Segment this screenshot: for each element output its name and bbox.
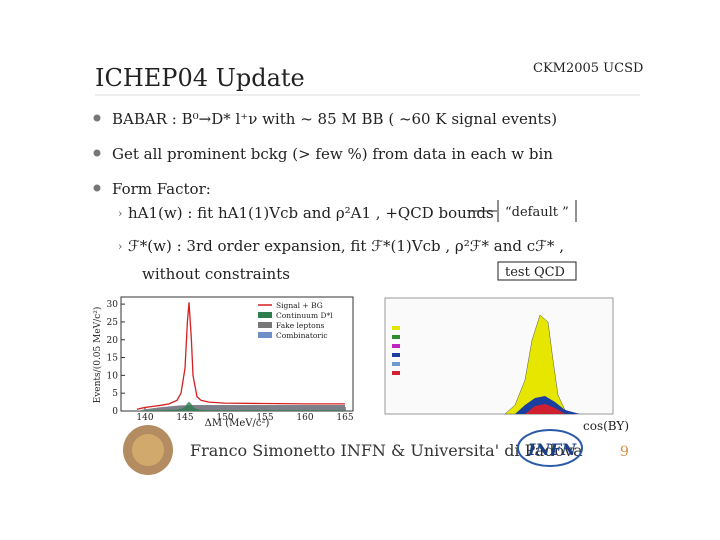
x-tick-label: 155 xyxy=(256,413,273,423)
legend-swatch xyxy=(258,312,272,318)
box xyxy=(497,261,577,281)
y-tick-label: 20 xyxy=(107,336,119,346)
area xyxy=(137,401,345,411)
sub-bullet: › xyxy=(118,207,122,220)
sub-bullet: › xyxy=(118,240,122,253)
y-tick-label: 15 xyxy=(107,354,119,364)
plot-frame xyxy=(384,297,614,415)
x-tick-label: 150 xyxy=(216,413,233,423)
bullet-text: Form Factor: xyxy=(112,180,211,198)
bullet xyxy=(93,114,101,122)
legend-swatch xyxy=(258,332,272,338)
legend-swatch xyxy=(392,335,400,339)
legend-label: Continuum D*l xyxy=(276,311,333,320)
x-tick-label: 165 xyxy=(336,413,353,423)
footer-author: Franco Simonetto INFN & Universita' di P… xyxy=(190,441,583,460)
bullet xyxy=(93,149,101,157)
box-label: “default ” xyxy=(505,205,569,220)
line xyxy=(136,302,345,410)
infn-logo-text: INFN xyxy=(527,440,577,459)
y-tick-label: 0 xyxy=(112,407,118,417)
legend-label: Signal + BG xyxy=(276,301,323,310)
left-plot: 140 145 150 155 160 165 0 5 10 15 20 25 30 Signal + B… xyxy=(107,300,354,423)
y-tick-label: 25 xyxy=(107,318,119,328)
legend-swatch xyxy=(392,326,400,330)
legend-swatch xyxy=(392,371,400,375)
infn-logo xyxy=(517,429,583,467)
y-tick-label: 5 xyxy=(112,389,118,399)
x-tick-label: 160 xyxy=(296,413,313,423)
sub-text: without constraints xyxy=(142,265,290,283)
box-label: test QCD xyxy=(505,265,565,280)
conference: CKM2005 UCSD xyxy=(533,61,643,76)
bullet-text: BABAR : B⁰→D* l⁺ν with ~ 85 M BB ( ~60 K… xyxy=(112,110,557,128)
page-number: 9 xyxy=(620,444,629,460)
legend-swatch xyxy=(258,322,272,328)
x-axis-label: ΔM (MeV/c²) xyxy=(205,418,270,429)
x-tick-label: 145 xyxy=(176,413,193,423)
bullet xyxy=(93,184,101,192)
bullet-text: Get all prominent bckg (> few %) from da… xyxy=(112,145,553,163)
y-tick-label: 30 xyxy=(107,300,119,310)
sub-text: ℱ*(w) : 3rd order expansion, fit ℱ*(1)Vc… xyxy=(128,237,564,255)
x-tick-label: 140 xyxy=(136,413,153,423)
legend-swatch xyxy=(392,353,400,357)
legend-label: Combinatoric xyxy=(276,331,328,340)
x-axis-label: cos(BY) xyxy=(583,419,629,433)
university-logo xyxy=(132,434,164,466)
histogram xyxy=(525,404,565,414)
sub-text: hA1(w) : fit hA1(1)Vcb and ρ²A1 , +QCD b… xyxy=(128,204,494,222)
y-tick-label: 10 xyxy=(107,371,119,381)
legend-label: Fake leptons xyxy=(276,321,325,330)
legend-swatch xyxy=(392,344,400,348)
y-axis-label: Events/(0.05 MeV/c²) xyxy=(92,307,103,404)
slide-title: ICHEP04 Update xyxy=(95,64,305,92)
legend-swatch xyxy=(392,362,400,366)
right-plot: cos(BY) xyxy=(384,297,629,433)
